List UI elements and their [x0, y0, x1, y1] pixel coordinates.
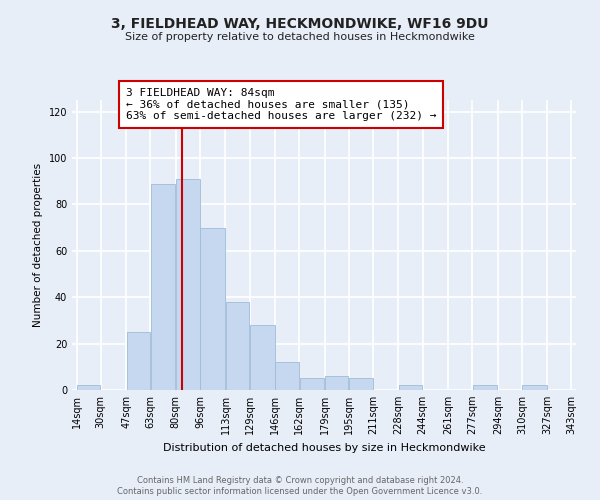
- Bar: [325, 376, 349, 390]
- Bar: [200, 228, 225, 390]
- Bar: [77, 386, 100, 390]
- Text: Size of property relative to detached houses in Heckmondwike: Size of property relative to detached ho…: [125, 32, 475, 42]
- X-axis label: Distribution of detached houses by size in Heckmondwike: Distribution of detached houses by size …: [163, 442, 485, 452]
- Bar: [473, 386, 497, 390]
- Bar: [250, 325, 275, 390]
- Y-axis label: Number of detached properties: Number of detached properties: [33, 163, 43, 327]
- Bar: [176, 179, 200, 390]
- Bar: [522, 386, 547, 390]
- Bar: [151, 184, 175, 390]
- Bar: [299, 378, 325, 390]
- Text: 3, FIELDHEAD WAY, HECKMONDWIKE, WF16 9DU: 3, FIELDHEAD WAY, HECKMONDWIKE, WF16 9DU: [111, 18, 489, 32]
- Text: Contains HM Land Registry data © Crown copyright and database right 2024.: Contains HM Land Registry data © Crown c…: [137, 476, 463, 485]
- Bar: [275, 362, 299, 390]
- Bar: [226, 302, 249, 390]
- Text: Contains public sector information licensed under the Open Government Licence v3: Contains public sector information licen…: [118, 488, 482, 496]
- Bar: [127, 332, 150, 390]
- Bar: [349, 378, 373, 390]
- Bar: [399, 386, 422, 390]
- Text: 3 FIELDHEAD WAY: 84sqm
← 36% of detached houses are smaller (135)
63% of semi-de: 3 FIELDHEAD WAY: 84sqm ← 36% of detached…: [126, 88, 437, 121]
